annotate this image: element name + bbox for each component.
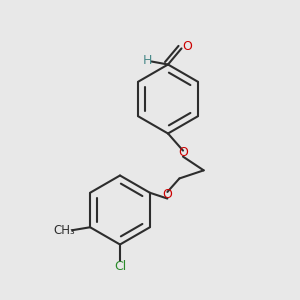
Text: Cl: Cl	[114, 260, 126, 273]
Text: H: H	[142, 53, 152, 67]
Text: O: O	[162, 188, 172, 202]
Text: O: O	[178, 146, 188, 160]
Text: O: O	[183, 40, 192, 53]
Text: CH₃: CH₃	[54, 224, 76, 237]
